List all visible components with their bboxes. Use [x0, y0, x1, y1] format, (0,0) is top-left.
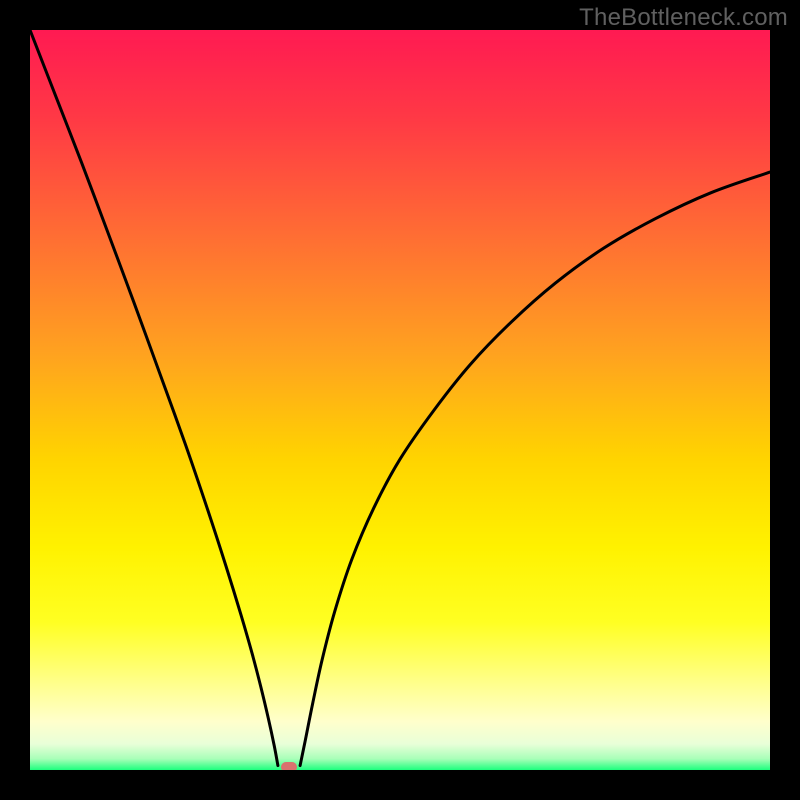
gradient-background — [30, 30, 770, 770]
plot-svg — [30, 30, 770, 770]
watermark-text: TheBottleneck.com — [579, 4, 788, 32]
minimum-marker — [281, 762, 297, 770]
plot-area — [30, 30, 770, 770]
chart-frame: TheBottleneck.com — [0, 0, 800, 800]
